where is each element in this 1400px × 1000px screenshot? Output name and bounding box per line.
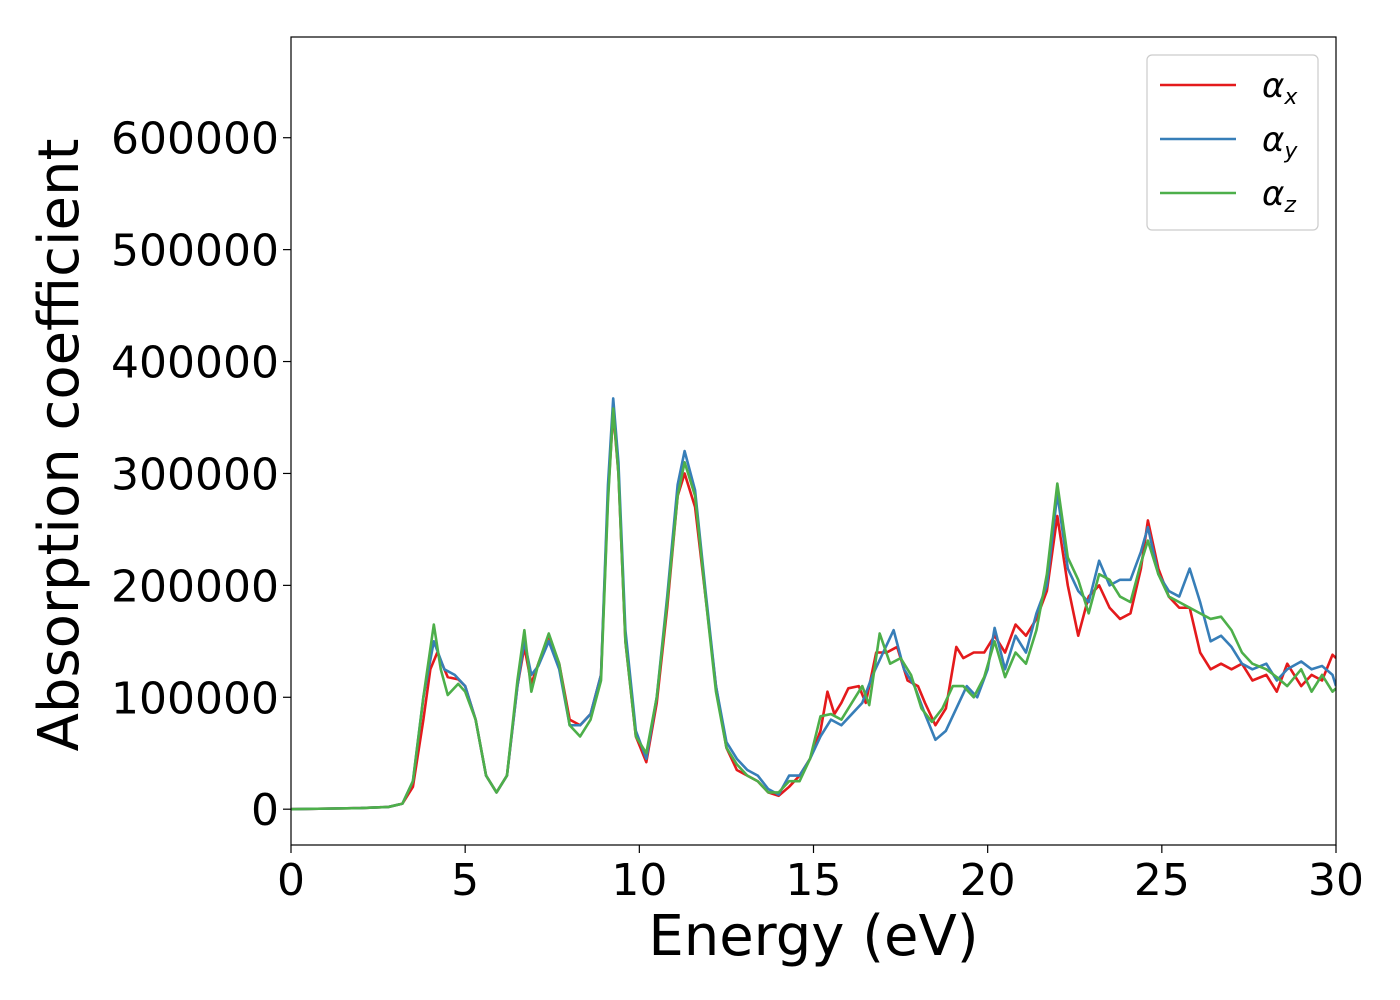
y-tick-label: 600000 — [111, 114, 279, 165]
y-tick-label: 0 — [251, 785, 279, 836]
x-tick-label: 10 — [611, 855, 667, 906]
legend-box — [1146, 54, 1319, 231]
y-tick-label: 500000 — [111, 226, 279, 277]
legend-label-x: αx — [1262, 66, 1298, 110]
series-line-z — [291, 407, 1336, 811]
axis-ticks: 0 5 10 15 20 25 30 0 100000 200000 300000 400000 500… — [111, 114, 1364, 906]
legend: αx αy αz — [1146, 54, 1319, 231]
y-tick-label: 100000 — [111, 673, 279, 724]
x-tick-label: 15 — [786, 855, 842, 906]
y-tick-label: 300000 — [111, 449, 279, 500]
y-tick-label: 400000 — [111, 338, 279, 389]
y-tick-label: 200000 — [111, 561, 279, 612]
x-axis-title: Energy (eV) — [648, 904, 978, 969]
legend-label-y: αy — [1262, 120, 1298, 164]
legend-label-z: αz — [1262, 174, 1296, 218]
plot-area — [291, 397, 1336, 811]
x-tick-label: 25 — [1134, 855, 1190, 906]
y-axis-title: Absorption coefficient — [27, 139, 92, 752]
x-tick-label: 5 — [451, 855, 479, 906]
x-tick-label: 20 — [960, 855, 1016, 906]
x-tick-label: 30 — [1308, 855, 1364, 906]
x-tick-label: 0 — [277, 855, 305, 906]
